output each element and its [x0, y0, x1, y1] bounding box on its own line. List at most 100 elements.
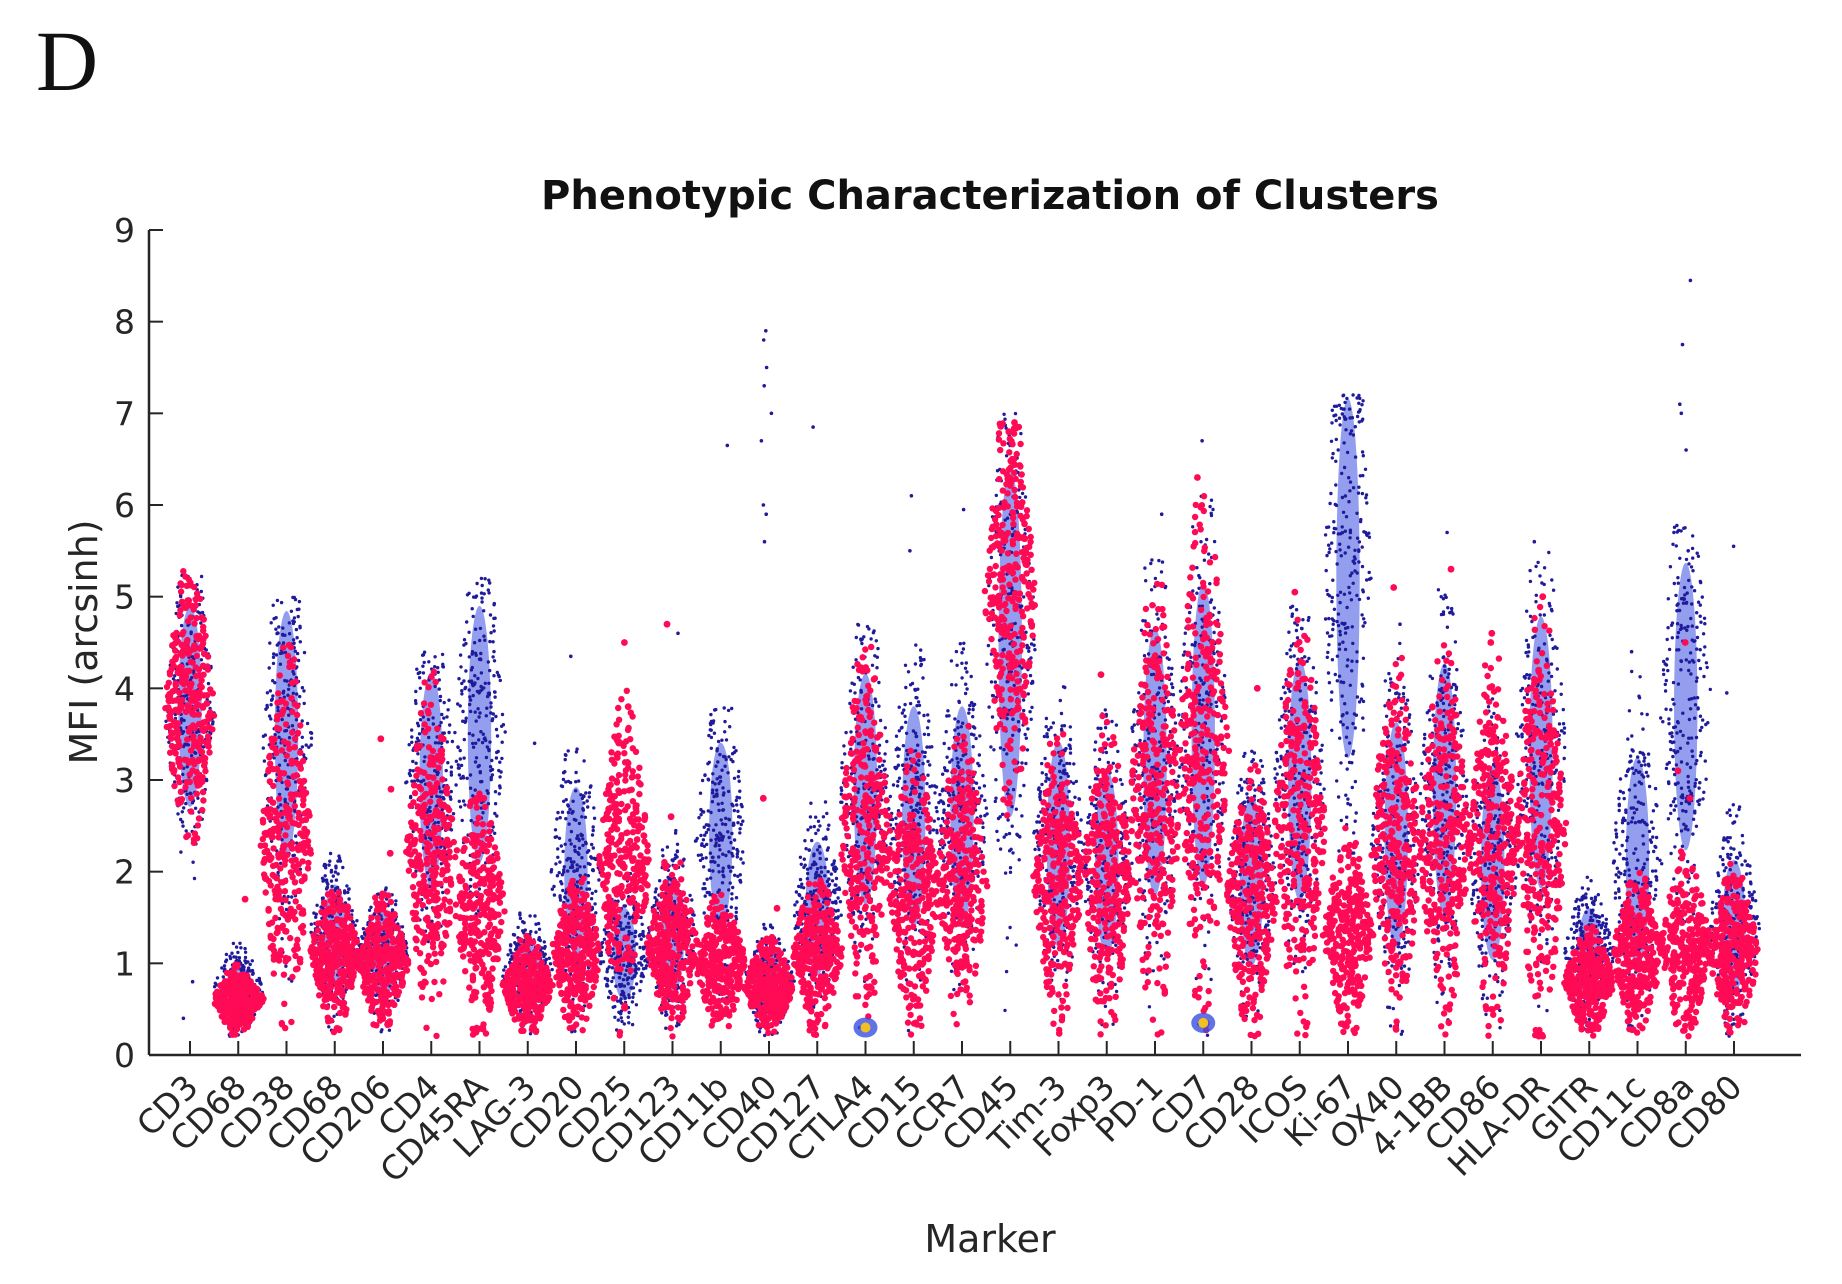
data-point: [212, 985, 217, 989]
data-point: [724, 853, 728, 858]
data-point: [699, 833, 703, 838]
data-point: [283, 797, 287, 802]
data-point: [328, 851, 333, 856]
data-point: [807, 848, 811, 852]
data-point: [1017, 858, 1021, 862]
data-point: [307, 745, 311, 749]
data-point: [562, 865, 566, 869]
data-point: [1068, 746, 1073, 751]
data-point: [416, 752, 420, 756]
data-point: [437, 687, 441, 691]
data-point: [1008, 870, 1013, 874]
data-point: [478, 711, 482, 715]
data-point: [802, 857, 806, 861]
data-point: [718, 752, 722, 757]
data-point: [1045, 776, 1049, 780]
data-point: [922, 713, 926, 718]
data-point: [1065, 772, 1069, 776]
data-point: [464, 716, 468, 720]
data-point: [1040, 823, 1045, 828]
data-point: [632, 992, 636, 996]
data-point: [730, 897, 734, 901]
data-point: [902, 708, 906, 712]
data-point: [943, 768, 948, 773]
data-point: [426, 717, 431, 722]
data-point: [436, 741, 441, 745]
data-point: [1060, 807, 1065, 811]
data-point: [1056, 958, 1060, 963]
data-point: [916, 687, 920, 691]
data-point: [732, 745, 736, 750]
data-point: [480, 740, 485, 745]
data-point: [500, 712, 505, 717]
data-point: [825, 811, 829, 816]
data-point: [605, 982, 609, 987]
data-point: [418, 686, 422, 690]
data-point: [394, 899, 398, 903]
data-point: [625, 964, 630, 969]
data-point: [578, 865, 582, 869]
data-point: [509, 951, 513, 955]
data-point: [739, 857, 743, 861]
data-point: [714, 841, 718, 845]
data-point: [300, 735, 304, 739]
data-point: [1011, 851, 1015, 855]
data-point: [959, 758, 963, 762]
data-point: [581, 794, 585, 798]
data-point: [396, 998, 400, 1002]
data-point: [1030, 705, 1034, 710]
data-point: [563, 753, 568, 757]
data-point: [448, 723, 452, 727]
data-point: [1053, 968, 1057, 972]
data-point: [996, 838, 1000, 842]
data-point: [556, 855, 560, 859]
data-point: [792, 914, 797, 918]
data-point: [810, 863, 815, 867]
data-point: [718, 848, 722, 852]
data-point: [333, 870, 338, 874]
data-point: [850, 681, 854, 685]
data-point: [418, 670, 422, 675]
data-point: [1029, 681, 1034, 685]
data-point: [341, 865, 345, 870]
data-point: [1051, 721, 1056, 725]
data-point: [848, 689, 853, 693]
data-point: [415, 667, 419, 671]
data-point: [566, 749, 570, 753]
data-point: [1028, 710, 1032, 714]
data-point: [291, 853, 295, 858]
data-point: [458, 805, 463, 809]
data-point: [473, 788, 477, 792]
data-point: [456, 763, 460, 767]
data-point: [894, 734, 899, 738]
data-point: [739, 880, 743, 884]
data-point: [653, 896, 657, 900]
data-point: [809, 801, 813, 805]
data-point: [979, 814, 983, 818]
data-point: [738, 873, 742, 877]
data-point: [941, 787, 945, 791]
data-point: [465, 620, 469, 624]
data-point: [582, 865, 587, 869]
data-point: [1062, 763, 1066, 768]
data-point: [903, 663, 908, 667]
data-point: [1058, 769, 1062, 774]
data-point: [897, 776, 902, 780]
data-point: [441, 664, 445, 669]
data-point: [823, 865, 827, 870]
data-point: [478, 626, 483, 631]
data-point: [486, 791, 490, 795]
data-point: [621, 927, 626, 931]
data-point: [220, 966, 224, 970]
data-point: [638, 945, 642, 950]
data-point: [831, 900, 835, 905]
data-point: [326, 882, 330, 886]
data-point: [190, 655, 194, 659]
data-point: [954, 683, 958, 687]
data-point: [513, 941, 517, 945]
data-point: [633, 934, 637, 939]
data-point: [488, 639, 492, 644]
data-point: [355, 919, 359, 923]
data-point: [1024, 761, 1028, 766]
data-point: [583, 815, 588, 819]
